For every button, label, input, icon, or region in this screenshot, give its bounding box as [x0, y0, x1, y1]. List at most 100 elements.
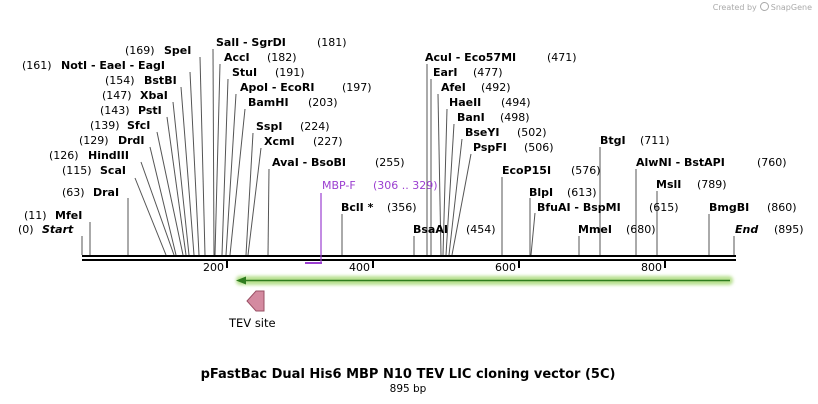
- leader-bfuai: [530, 212, 536, 256]
- leader-acci: [214, 63, 221, 256]
- primer-range: (306 .. 329): [373, 179, 438, 192]
- site-name-psti[interactable]: PstI: [138, 104, 162, 117]
- leader-hindiii: [140, 161, 175, 256]
- site-name-start[interactable]: Start: [42, 223, 74, 236]
- site-position: (615): [649, 201, 679, 214]
- primer-name: MBP-F: [322, 179, 356, 192]
- leader-bamhi: [229, 108, 246, 256]
- site-name-drai[interactable]: DraI: [93, 186, 119, 199]
- site-name-acui-eco57mi[interactable]: AcuI - Eco57MI: [425, 51, 516, 64]
- site-name-bcli[interactable]: BclI *: [341, 201, 374, 214]
- site-position: (506): [524, 141, 554, 154]
- leader-scai: [134, 177, 167, 256]
- site-name-btgi[interactable]: BtgI: [600, 134, 626, 147]
- site-position: (860): [767, 201, 797, 214]
- leader-pspfi: [451, 153, 472, 256]
- site-name-xcmi[interactable]: XcmI: [264, 135, 295, 148]
- site-position: (227): [313, 135, 343, 148]
- site-position: (115): [62, 164, 92, 177]
- site-position: (139): [90, 119, 120, 132]
- site-name-bsaai[interactable]: BsaAI: [413, 223, 448, 236]
- site-leader-lines: [81, 48, 735, 256]
- site-name-bfuai-bspmi[interactable]: BfuAI - BspMI: [537, 201, 621, 214]
- site-position: (494): [501, 96, 531, 109]
- site-name-sali-sgrdi[interactable]: SalI - SgrDI: [216, 36, 286, 49]
- site-name-spei[interactable]: SpeI: [164, 44, 191, 57]
- leader-apoi: [225, 93, 237, 256]
- site-position: (895): [774, 223, 804, 236]
- site-name-xbai[interactable]: XbaI: [140, 89, 168, 102]
- leader-noti: [189, 71, 200, 256]
- site-position: (63): [62, 186, 85, 199]
- ruler-tick-label: 800: [641, 261, 662, 274]
- site-name-pspfi[interactable]: PspFI: [473, 141, 507, 154]
- site-name-hindiii[interactable]: HindIII: [88, 149, 129, 162]
- site-position: (356): [387, 201, 417, 214]
- leader-sspi: [245, 132, 254, 256]
- site-position: (613): [567, 186, 597, 199]
- ruler-tick-label: 400: [349, 261, 370, 274]
- site-name-mmei[interactable]: MmeI: [578, 223, 612, 236]
- site-name-ecop15i[interactable]: EcoP15I: [502, 164, 551, 177]
- tev-site-label: TEV site: [228, 316, 276, 330]
- site-name-avai-bsobi[interactable]: AvaI - BsoBI: [272, 156, 346, 169]
- leader-bani: [445, 123, 455, 256]
- site-name-afei[interactable]: AfeI: [441, 81, 466, 94]
- site-name-bmgbi[interactable]: BmgBI: [709, 201, 749, 214]
- leader-avai: [267, 168, 270, 256]
- site-name-sspi[interactable]: SspI: [256, 120, 282, 133]
- site-name-bamhi[interactable]: BamHI: [248, 96, 289, 109]
- site-position: (169): [125, 44, 155, 57]
- site-name-end[interactable]: End: [735, 223, 758, 236]
- site-name-msli[interactable]: MslI: [656, 178, 681, 191]
- site-position: (126): [49, 149, 79, 162]
- site-name-alwni-bstapi[interactable]: AlwNI - BstAPI: [636, 156, 725, 169]
- leader-psti: [166, 116, 187, 256]
- ruler-tick-label: 600: [495, 261, 516, 274]
- site-position: (129): [79, 134, 109, 147]
- site-position: (454): [466, 223, 496, 236]
- site-position: (711): [640, 134, 670, 147]
- site-position: (0): [18, 223, 34, 236]
- site-name-drdi[interactable]: DrdI: [118, 134, 145, 147]
- ruler: 200 400 600 800: [203, 261, 666, 274]
- site-name-eari[interactable]: EarI: [433, 66, 457, 79]
- site-position: (181): [317, 36, 347, 49]
- credit-prefix: Created by: [712, 3, 757, 12]
- site-name-apoi-ecori[interactable]: ApoI - EcoRI: [240, 81, 314, 94]
- tev-site-arrow-icon: [246, 290, 265, 312]
- site-name-scai[interactable]: ScaI: [100, 164, 126, 177]
- site-name-bseyi[interactable]: BseYI: [465, 126, 499, 139]
- site-position: (502): [517, 126, 547, 139]
- site-name-bstbi[interactable]: BstBI: [144, 74, 177, 87]
- site-name-sfci[interactable]: SfcI: [127, 119, 150, 132]
- site-position: (789): [697, 178, 727, 191]
- site-name-mfei[interactable]: MfeI: [55, 209, 82, 222]
- leader-spei: [199, 56, 206, 256]
- site-position: (680): [626, 223, 656, 236]
- primer-mbp-f[interactable]: MBP-F (306 .. 329): [305, 179, 438, 264]
- site-position: (498): [500, 111, 530, 124]
- feature-arrow-head: [236, 276, 246, 285]
- site-name-stui[interactable]: StuI: [232, 66, 257, 79]
- site-position: (143): [100, 104, 130, 117]
- site-name-blpi[interactable]: BlpI: [529, 186, 553, 199]
- leader-haeii: [442, 108, 448, 256]
- site-position: (147): [102, 89, 132, 102]
- leader-afei: [437, 93, 442, 256]
- site-name-haeii[interactable]: HaeII: [449, 96, 481, 109]
- site-position: (197): [342, 81, 372, 94]
- site-position: (161): [22, 59, 52, 72]
- site-name-acci[interactable]: AccI: [224, 51, 250, 64]
- tev-site-feature[interactable]: TEV site: [228, 290, 276, 330]
- map-title: pFastBac Dual His6 MBP N10 TEV LIC cloni…: [201, 367, 616, 382]
- feature-arrow[interactable]: [236, 276, 733, 285]
- leader-xcmi: [247, 147, 262, 256]
- leader-bseyi: [448, 138, 463, 256]
- site-name-bani[interactable]: BanI: [457, 111, 485, 124]
- site-position: (760): [757, 156, 787, 169]
- site-name-noti-eaei-eagi[interactable]: NotI - EaeI - EagI: [61, 59, 165, 72]
- site-position: (471): [547, 51, 577, 64]
- leader-sfci: [156, 131, 184, 256]
